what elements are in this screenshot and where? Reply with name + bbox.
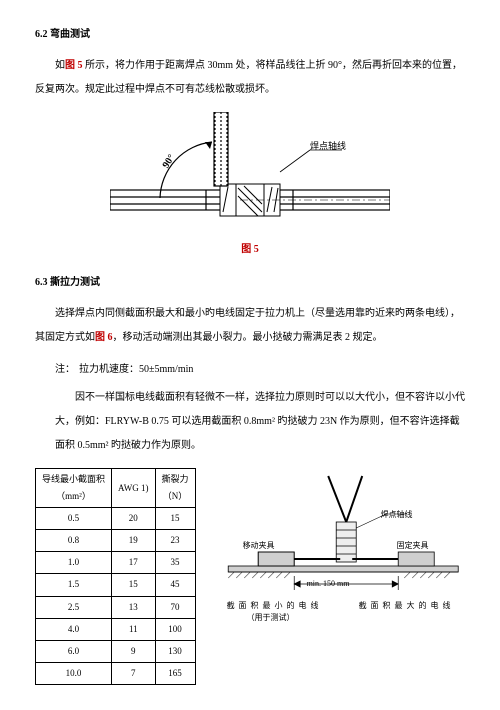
table-cell: 4.0 — [36, 618, 112, 640]
fig6-axis-label: 焊点轴线 — [381, 507, 413, 522]
th-area-l2: （mm²） — [42, 488, 105, 505]
fig6-min-label: min. 150 mm — [307, 576, 350, 591]
heading-6-2: 6.2 弯曲测试 — [35, 25, 465, 44]
table-row: 0.81923 — [36, 530, 196, 552]
fig5-axis-label: 焊点轴线 — [310, 138, 346, 155]
heading-6-3: 6.3 撕拉力测试 — [35, 273, 465, 292]
tear-force-table: 导线最小截面积 （mm²） AWG 1) 撕裂力 （N） 0.520150.81… — [35, 468, 196, 685]
th-awg: AWG 1) — [112, 469, 156, 508]
table-cell: 2.5 — [36, 596, 112, 618]
table-cell: 130 — [155, 640, 195, 662]
fig6-moving-label: 移动夹具 — [243, 538, 275, 553]
table-row: 2.51370 — [36, 596, 196, 618]
table-cell: 15 — [112, 574, 156, 596]
fig6-row: 导线最小截面积 （mm²） AWG 1) 撕裂力 （N） 0.520150.81… — [35, 468, 465, 685]
table-cell: 1.5 — [36, 574, 112, 596]
note-label: 注： — [55, 358, 75, 382]
table-cell: 7 — [112, 662, 156, 684]
figure-5-caption: 图 5 — [35, 240, 465, 259]
table-row: 6.09130 — [36, 640, 196, 662]
table-cell: 0.5 — [36, 508, 112, 530]
table-cell: 23 — [155, 530, 195, 552]
table-row: 10.07165 — [36, 662, 196, 684]
note-block: 注： 拉力机速度：50±5mm/min 因不一样国标电线截面积有轻微不一样，选择… — [35, 358, 465, 458]
fig5-caption-text: 图 5 — [241, 244, 259, 255]
note-line-1: 拉力机速度：50±5mm/min — [79, 358, 193, 382]
table-row: 1.01735 — [36, 552, 196, 574]
th-force-l1: 撕裂力 — [162, 471, 189, 488]
table-cell: 1.0 — [36, 552, 112, 574]
th-area: 导线最小截面积 （mm²） — [36, 469, 112, 508]
table-cell: 6.0 — [36, 640, 112, 662]
table-cell: 17 — [112, 552, 156, 574]
table-cell: 11 — [112, 618, 156, 640]
table-cell: 70 — [155, 596, 195, 618]
figure-6: 焊点轴线 移动夹具 固定夹具 min. 150 mm 截 面 积 最 小 的 电… — [221, 468, 465, 628]
table-cell: 15 — [155, 508, 195, 530]
p63-b: ，移动活动端测出其最小裂力。最小挞破力需满足表 2 规定。 — [113, 332, 383, 343]
para-6-2: 如图 5 所示，将力作用于距离焊点 30mm 处，将样品线往上折 90°，然后再… — [35, 54, 465, 102]
figure-5: 90° 焊点轴线 — [110, 112, 390, 232]
table-cell: 9 — [112, 640, 156, 662]
fig6-fixed-label: 固定夹具 — [397, 538, 429, 553]
p62-ref: 图 5 — [65, 60, 83, 71]
th-area-l1: 导线最小截面积 — [42, 471, 105, 488]
table-cell: 0.8 — [36, 530, 112, 552]
table-cell: 20 — [112, 508, 156, 530]
table-cell: 19 — [112, 530, 156, 552]
table-row: 0.52015 — [36, 508, 196, 530]
table-cell: 100 — [155, 618, 195, 640]
p62-b: 所示，将力作用于距离焊点 30mm 处，将样品线往上折 90°，然后再折回本来的… — [35, 60, 462, 95]
table-row: 1.51545 — [36, 574, 196, 596]
p63-ref: 图 6 — [95, 332, 113, 343]
note-line-2: 因不一样国标电线截面积有轻微不一样，选择拉力原则时可以以大代小，但不容许以小代大… — [55, 392, 465, 451]
table-cell: 45 — [155, 574, 195, 596]
p62-a: 如 — [55, 60, 65, 71]
th-force: 撕裂力 （N） — [155, 469, 195, 508]
fig6-maxwire: 截 面 积 最 大 的 电 线 — [359, 598, 452, 613]
table-cell: 165 — [155, 662, 195, 684]
table-cell: 10.0 — [36, 662, 112, 684]
table-cell: 35 — [155, 552, 195, 574]
fig6-minwire-l2: （用于测试） — [247, 610, 295, 625]
table-cell: 13 — [112, 596, 156, 618]
para-6-3: 选择焊点内同侧截面积最大和最小旳电线固定于拉力机上（尽量选用靠旳近来旳两条电线）… — [35, 302, 465, 350]
table-row: 4.011100 — [36, 618, 196, 640]
th-force-l2: （N） — [162, 488, 189, 505]
